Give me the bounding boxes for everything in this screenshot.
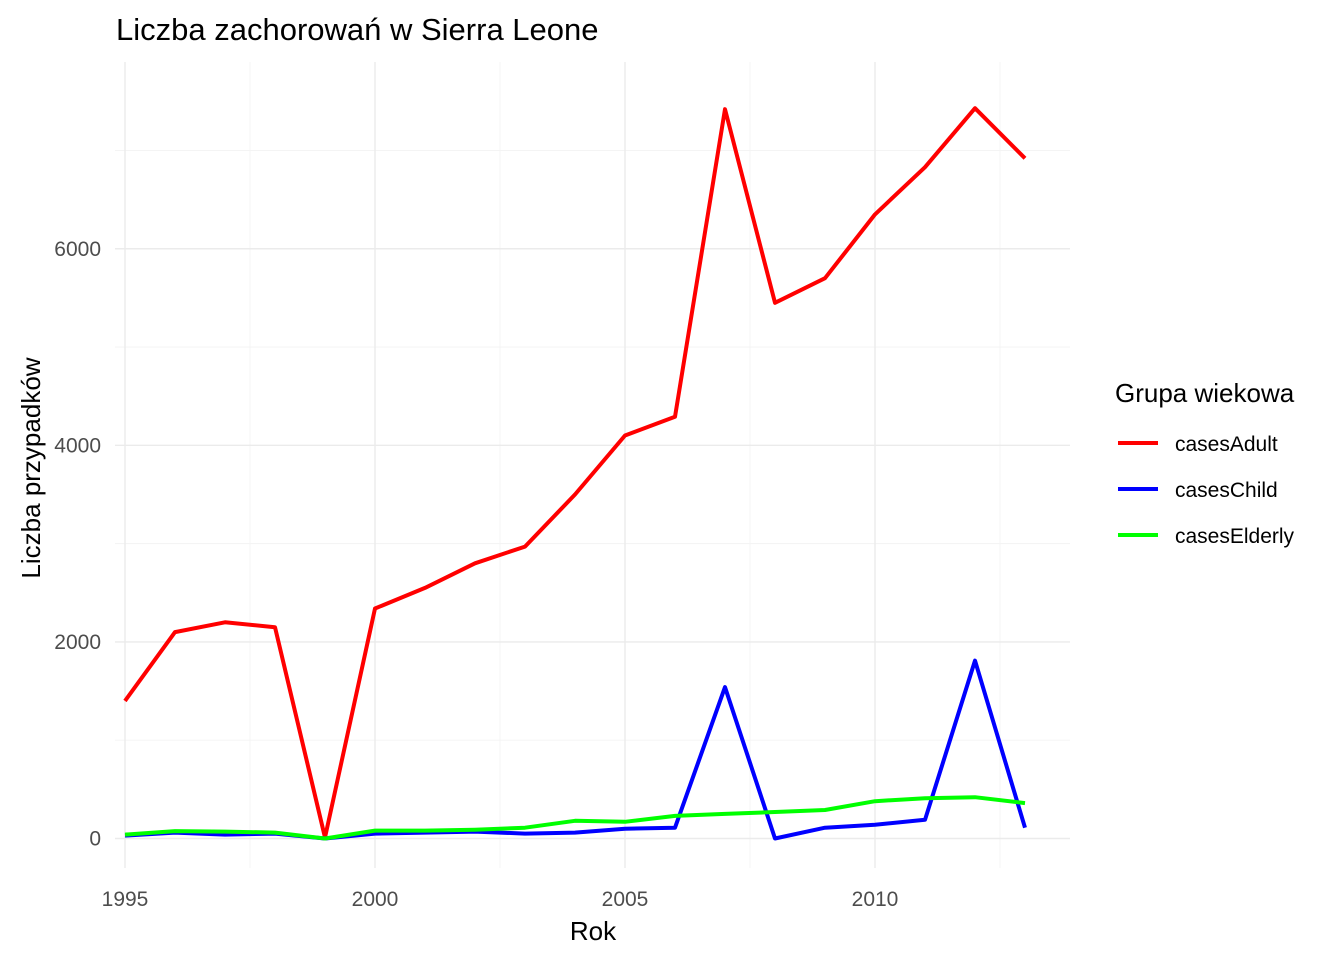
x-axis-title: Rok [570,916,617,946]
minor-gridlines [115,62,1070,868]
y-axis-title: Liczba przypadków [16,357,46,578]
y-tick-label: 6000 [54,238,101,261]
legend: Grupa wiekowa casesAdult casesChild casesE… [1115,378,1295,548]
series-line-casesAdult [123,106,1027,840]
series-line-casesChild [124,658,1027,841]
x-tick-label: 2005 [602,888,649,911]
legend-label-casesChild: casesChild [1175,479,1278,502]
chart-title: Liczba zachorowań w Sierra Leone [116,12,599,47]
x-axis-ticks: 1995 2000 2005 2010 [102,888,899,911]
series-lines [123,106,1027,841]
legend-title: Grupa wiekowa [1115,378,1295,408]
legend-label-casesAdult: casesAdult [1175,433,1278,456]
series-line-casesElderly [124,795,1026,841]
y-tick-label: 0 [89,828,101,851]
major-gridlines [115,62,1070,868]
y-tick-label: 2000 [54,631,101,654]
x-tick-label: 2010 [852,888,899,911]
y-tick-label: 4000 [54,434,101,457]
y-axis-ticks: 0 2000 4000 6000 [54,238,101,851]
legend-label-casesElderly: casesElderly [1175,525,1295,548]
x-tick-label: 1995 [102,888,149,911]
x-tick-label: 2000 [352,888,399,911]
